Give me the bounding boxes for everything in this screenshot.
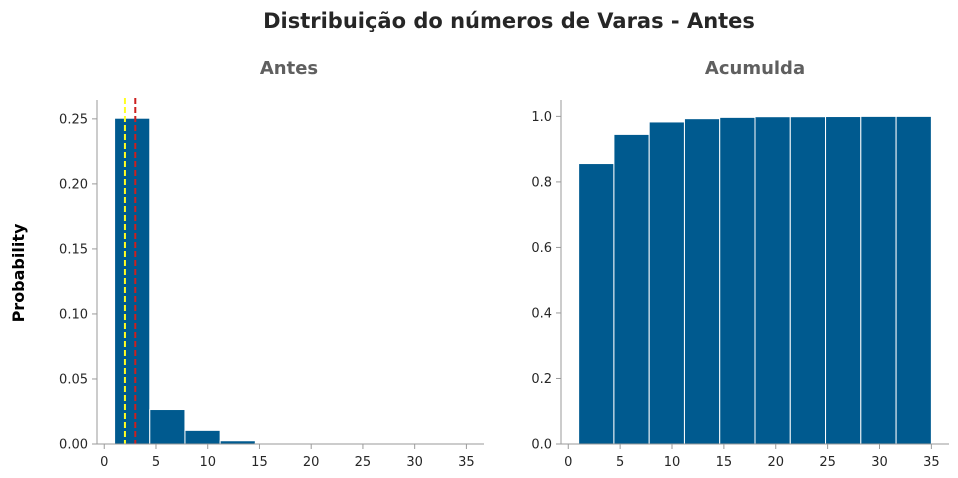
x-tick-label: 5	[616, 455, 624, 470]
x-tick-label: 15	[251, 455, 268, 470]
cum-bar	[895, 115, 932, 445]
cum-bar	[860, 115, 897, 445]
y-tick-label: 0.00	[59, 438, 88, 453]
y-tick-label: 0.05	[59, 372, 88, 387]
y-tick-label: 1.0	[531, 110, 552, 125]
cum-bar	[719, 116, 756, 445]
y-tick-label: 0.4	[531, 306, 552, 321]
y-tick-label: 0.6	[531, 241, 552, 256]
hist-bar	[184, 429, 221, 445]
right-subplot-title: Acumulda	[705, 58, 805, 79]
cumulative-panel: 0 5 10 15 20 25 30 35 0.0 0.2 0.4 0.6 0.8 1.0	[531, 100, 949, 470]
y-tick-label: 0.0	[531, 438, 552, 453]
x-tick-label: 5	[152, 455, 160, 470]
x-tick-label: 20	[767, 455, 784, 470]
y-tick-label: 0.25	[59, 112, 88, 127]
x-tick-label: 35	[458, 455, 475, 470]
cum-bar	[789, 116, 827, 445]
x-tick-label: 15	[716, 455, 733, 470]
y-tick-label: 0.2	[531, 372, 552, 387]
hist-bar	[114, 117, 151, 445]
y-tick-label: 0.10	[59, 307, 88, 322]
x-tick-label: 25	[819, 455, 836, 470]
cum-bar	[578, 163, 615, 445]
x-tick-label: 35	[923, 455, 940, 470]
x-tick-label: 0	[100, 455, 108, 470]
cum-bar	[648, 121, 685, 445]
x-tick-label: 0	[564, 455, 572, 470]
y-tick-label: 0.15	[59, 242, 88, 257]
x-tick-label: 30	[406, 455, 423, 470]
left-subplot-title: Antes	[260, 58, 318, 79]
x-tick-label: 10	[664, 455, 681, 470]
y-tick-label: 0.20	[59, 177, 88, 192]
histogram-panel: 0 5 10 15 20 25 30 35 0.00 0.05 0.10 0.15 0.20 0.25	[59, 98, 484, 470]
x-tick-label: 20	[303, 455, 320, 470]
cum-bar	[683, 118, 721, 445]
cum-bar	[613, 133, 650, 445]
cum-bar	[825, 116, 862, 445]
figure-title: Distribuição do números de Varas - Antes	[263, 9, 755, 33]
y-axis-label: Probability	[9, 223, 28, 322]
y-tick-label: 0.8	[531, 175, 552, 190]
cum-bar	[754, 116, 791, 445]
x-tick-label: 10	[199, 455, 216, 470]
x-tick-label: 30	[871, 455, 888, 470]
x-tick-label: 25	[355, 455, 372, 470]
hist-bar	[149, 409, 186, 445]
